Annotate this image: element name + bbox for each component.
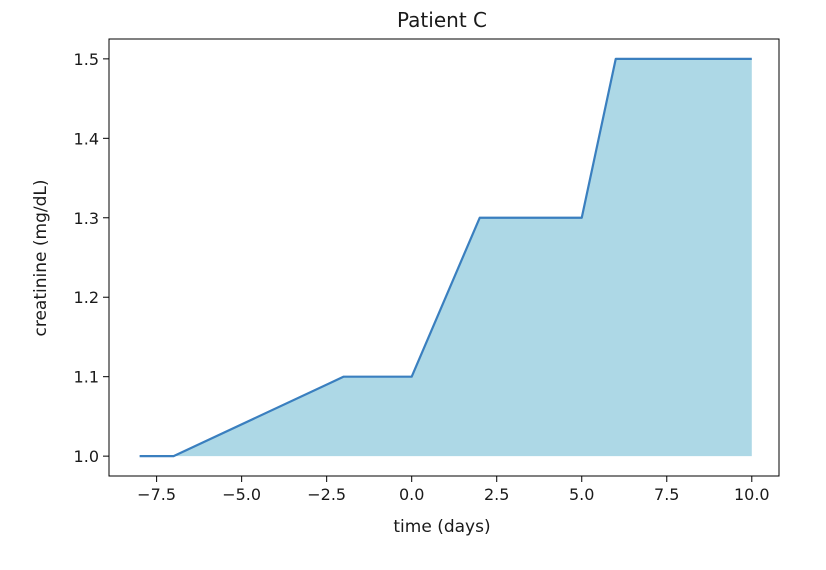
y-axis-label: creatinine (mg/dL) — [31, 180, 51, 337]
y-tick-label: 1.5 — [74, 50, 99, 69]
area-fill-layer — [139, 58, 752, 457]
series-line-layer — [139, 57, 752, 458]
area-fill-0 — [139, 58, 752, 457]
y-tick-label: 1.3 — [74, 209, 99, 228]
y-axis: 1.0 1.1 1.2 1.3 1.4 1.5 — [74, 50, 109, 466]
y-tick-label: 1.4 — [74, 129, 99, 148]
plot-frame — [108, 38, 780, 477]
x-axis: −7.5 −5.0 −2.5 0.0 2.5 5.0 7.5 10.0 — [137, 476, 770, 504]
y-tick-label: 1.2 — [74, 288, 99, 307]
x-tick-label: 7.5 — [654, 485, 679, 504]
x-tick-label: 5.0 — [569, 485, 594, 504]
x-axis-label: time (days) — [393, 517, 490, 537]
x-tick-label: 2.5 — [484, 485, 509, 504]
x-tick-label: −7.5 — [137, 485, 176, 504]
x-tick-label: 10.0 — [734, 485, 770, 504]
y-tick-label: 1.0 — [74, 447, 99, 466]
y-tick-label: 1.1 — [74, 368, 99, 387]
x-tick-label: 0.0 — [399, 485, 424, 504]
x-tick-label: −2.5 — [307, 485, 346, 504]
chart-title: Patient C — [397, 8, 487, 32]
x-tick-label: −5.0 — [222, 485, 261, 504]
series-line-0 — [139, 57, 752, 458]
